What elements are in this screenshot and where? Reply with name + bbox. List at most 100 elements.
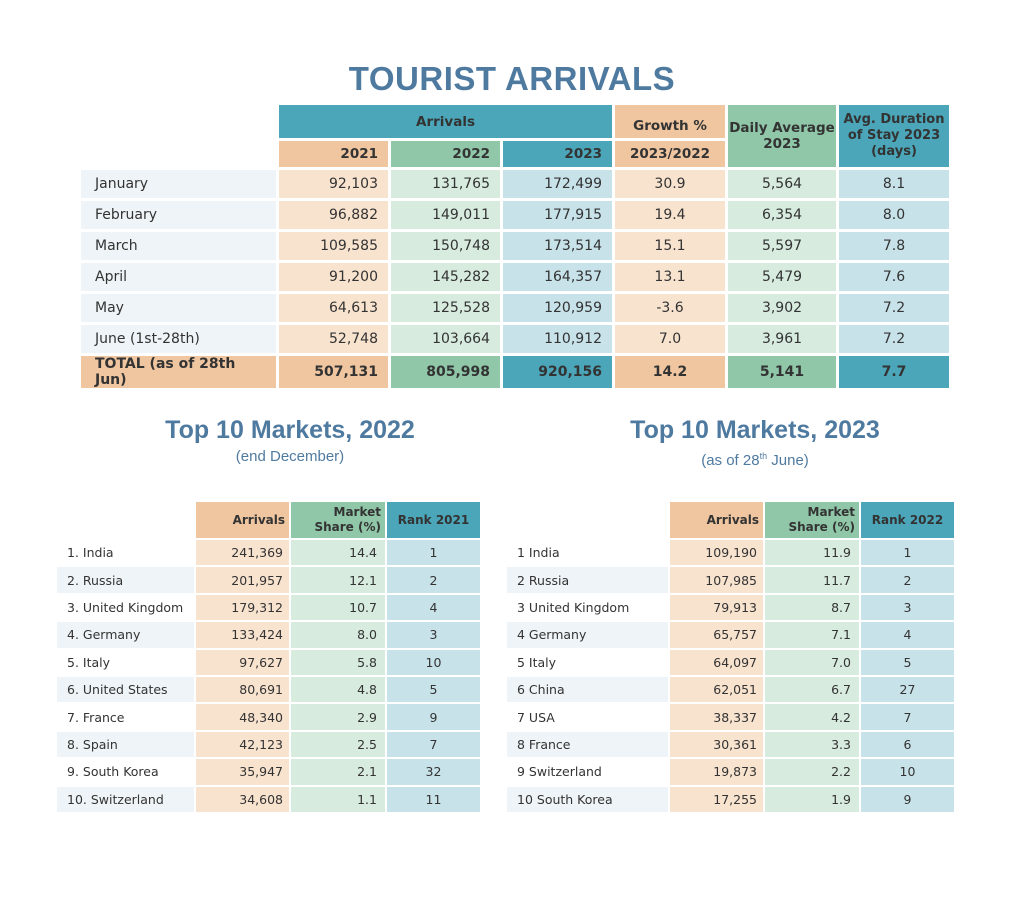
month-row: February 96,882 149,011 177,915 19.4 6,354 8.0 [81,201,949,229]
market-rank: 9 [861,786,954,812]
market-name: 1. India [57,540,194,566]
arrivals-2021-cell: 52,748 [279,325,388,353]
header-blank [81,105,276,167]
markets-2022-share-header: Market Share (%) [291,502,385,538]
tourist-arrivals-table: Arrivals Growth % Daily Average 2023 Avg… [78,102,952,391]
market-share: 2.1 [291,759,385,785]
market-row: 10. Switzerland 34,608 1.1 11 [57,786,480,812]
market-arrivals: 35,947 [196,759,289,785]
growth-years-header: 2023/2022 [615,141,725,167]
market-arrivals: 80,691 [196,676,289,703]
markets-2023-note: (as of 28th June) [580,451,930,469]
market-name: 2 Russia [507,567,668,593]
market-row: 8 France 30,361 3.3 6 [507,731,954,758]
market-arrivals: 133,424 [196,622,289,648]
market-share: 8.0 [291,622,385,648]
growth-header: Growth % [615,105,725,138]
market-name: 8. Spain [57,731,194,758]
market-rank: 6 [861,731,954,758]
markets-2023-table: Arrivals Market Share (%) Rank 2022 1 In… [505,500,956,814]
markets-2022-note: (end December) [235,448,345,465]
daily-average-cell: 5,564 [728,170,836,198]
month-label: January [81,170,276,198]
arrivals-header: Arrivals [279,105,612,138]
market-share: 14.4 [291,540,385,566]
markets-2023-rank-header: Rank 2022 [861,502,954,538]
year-2021-header: 2021 [279,141,388,167]
market-rank: 10 [861,759,954,785]
month-row: January 92,103 131,765 172,499 30.9 5,564 8.1 [81,170,949,198]
arrivals-2023-cell: 164,357 [503,263,612,291]
market-name: 10 South Korea [507,786,668,812]
market-rank: 5 [861,649,954,675]
arrivals-2023-cell: 172,499 [503,170,612,198]
market-arrivals: 179,312 [196,594,289,621]
market-name: 5 Italy [507,649,668,675]
markets-2023-note-sup: th [759,451,768,461]
market-arrivals: 201,957 [196,567,289,593]
market-row: 6 China 62,051 6.7 27 [507,676,954,703]
market-row: 10 South Korea 17,255 1.9 9 [507,786,954,812]
market-arrivals: 79,913 [670,594,763,621]
daily-average-cell: 5,479 [728,263,836,291]
markets-2022-header-row: Arrivals Market Share (%) Rank 2021 [57,502,480,538]
market-share: 11.9 [765,540,859,566]
market-share: 11.7 [765,567,859,593]
market-name: 5. Italy [57,649,194,675]
growth-cell: 30.9 [615,170,725,198]
market-arrivals: 65,757 [670,622,763,648]
daily-average-year: 2023 [763,136,801,152]
month-row: June (1st-28th) 52,748 103,664 110,912 7.0 3,… [81,325,949,353]
market-share: 2.9 [291,704,385,730]
markets-2023-header-blank [507,502,668,538]
market-rank: 5 [387,676,480,703]
market-name: 6 China [507,676,668,703]
arrivals-2023-cell: 110,912 [503,325,612,353]
market-share: 1.1 [291,786,385,812]
market-share: 2.2 [765,759,859,785]
year-2022-header: 2022 [391,141,500,167]
market-name: 9. South Korea [57,759,194,785]
market-rank: 3 [387,622,480,648]
market-row: 8. Spain 42,123 2.5 7 [57,731,480,758]
duration-header: Avg. Duration of Stay 2023 (days) [839,105,949,167]
growth-cell: 15.1 [615,232,725,260]
month-label: May [81,294,276,322]
market-rank: 1 [387,540,480,566]
market-share: 6.7 [765,676,859,703]
market-rank: 4 [861,622,954,648]
arrivals-2023-cell: 173,514 [503,232,612,260]
arrivals-2022-cell: 805,998 [391,356,500,388]
market-name: 10. Switzerland [57,786,194,812]
market-arrivals: 109,190 [670,540,763,566]
market-arrivals: 42,123 [196,731,289,758]
market-rank: 10 [387,649,480,675]
month-label: June (1st-28th) [81,325,276,353]
markets-2023-title: Top 10 Markets, 2023 [630,416,880,444]
month-label: April [81,263,276,291]
growth-cell: 7.0 [615,325,725,353]
market-arrivals: 30,361 [670,731,763,758]
month-label: March [81,232,276,260]
market-rank: 32 [387,759,480,785]
market-share: 12.1 [291,567,385,593]
market-name: 7. France [57,704,194,730]
market-row: 1. India 241,369 14.4 1 [57,540,480,566]
duration-cell: 8.0 [839,201,949,229]
market-rank: 1 [861,540,954,566]
arrivals-2021-cell: 64,613 [279,294,388,322]
page-title: TOURIST ARRIVALS [348,60,676,97]
market-share: 5.8 [291,649,385,675]
market-rank: 2 [387,567,480,593]
market-row: 1 India 109,190 11.9 1 [507,540,954,566]
arrivals-2022-cell: 131,765 [391,170,500,198]
markets-2022-title: Top 10 Markets, 2022 [165,416,415,444]
duration-cell: 7.8 [839,232,949,260]
market-name: 1 India [507,540,668,566]
growth-cell: 14.2 [615,356,725,388]
market-row: 7 USA 38,337 4.2 7 [507,704,954,730]
arrivals-2021-cell: 92,103 [279,170,388,198]
header-row-top: Arrivals Growth % Daily Average 2023 Avg… [81,105,949,167]
market-share: 7.0 [765,649,859,675]
daily-average-cell: 3,902 [728,294,836,322]
